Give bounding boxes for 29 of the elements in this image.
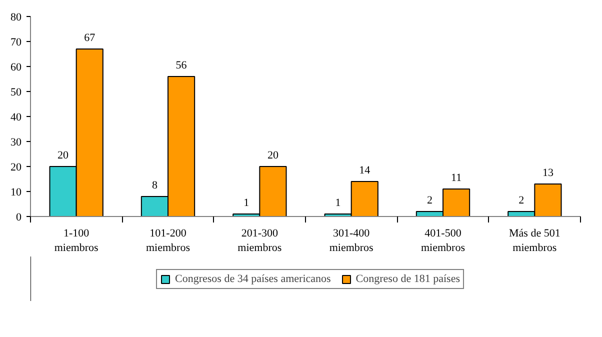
data-label: 20 xyxy=(267,150,279,162)
y-tick-label: 30 xyxy=(10,136,22,148)
y-tick-label: 40 xyxy=(10,112,22,124)
y-tick-label: 20 xyxy=(10,162,22,174)
data-label: 56 xyxy=(176,60,188,72)
x-tick-label: Más de 501 miembros xyxy=(509,228,560,254)
y-tick-label: 50 xyxy=(10,86,22,98)
y-tick-label: 10 xyxy=(10,186,22,198)
x-tick-label: 1-100 miembros xyxy=(54,228,98,254)
data-label: 2 xyxy=(426,194,432,206)
x-tick-label: 101-200 miembros xyxy=(146,228,190,254)
data-label: 14 xyxy=(359,164,371,176)
y-tick-label: 60 xyxy=(10,62,22,74)
y-tick-label: 70 xyxy=(10,36,22,48)
data-label: 1 xyxy=(335,197,341,209)
data-label: 2 xyxy=(518,194,524,206)
data-label: 67 xyxy=(84,32,96,44)
legend-label: Congresos de 34 países americanos xyxy=(175,272,331,284)
x-tick-label: 301-400 miembros xyxy=(329,228,374,254)
data-label: 13 xyxy=(542,167,554,179)
data-label: 11 xyxy=(450,172,462,184)
legend-label: Congreso de 181 países xyxy=(356,272,460,284)
x-tick-label: 201-300 miembros xyxy=(238,228,282,254)
data-label: 20 xyxy=(58,150,70,162)
y-tick-label: 0 xyxy=(16,212,22,224)
x-tick-label: 401-500 miembros xyxy=(421,228,466,254)
data-label: 8 xyxy=(152,180,158,192)
y-tick-label: 80 xyxy=(10,12,22,24)
data-label: 1 xyxy=(244,197,250,209)
